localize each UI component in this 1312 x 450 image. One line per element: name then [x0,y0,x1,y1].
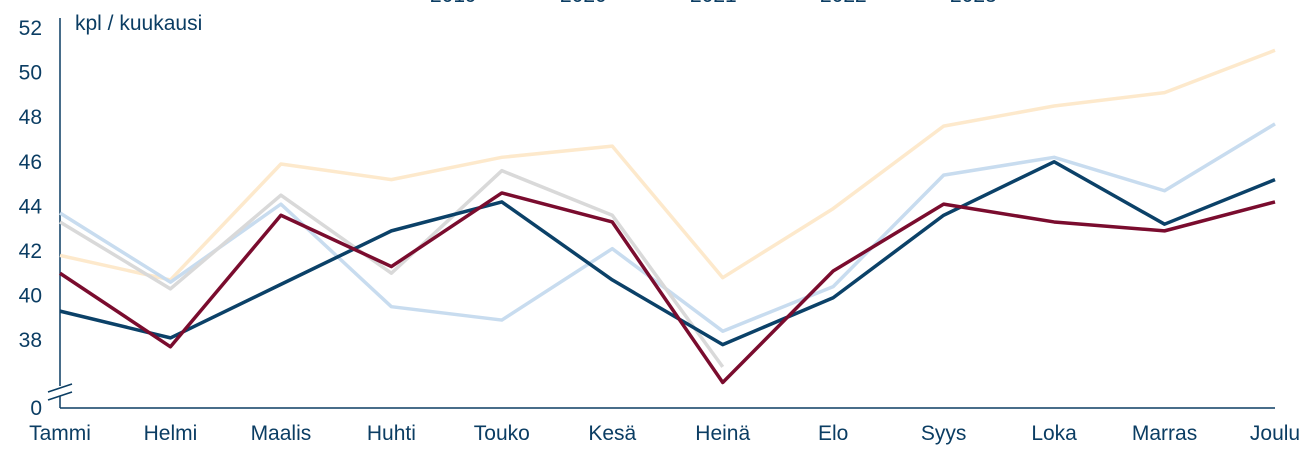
x-tick-label: Joulu [1250,422,1300,445]
series-line [59,168,725,368]
y-tick-label: 52 [19,17,42,40]
axis-break [47,383,73,393]
x-tick-label: Maalis [251,422,312,445]
x-tick-label: Syys [921,422,967,445]
y-axis-label: kpl / kuukausi [75,12,202,35]
legend-label: 2023 [950,0,997,7]
y-tick-label: 46 [19,151,42,174]
x-tick-label: Helmi [144,422,198,445]
axis-break-gap [54,386,66,396]
y-tick-label: 40 [19,285,42,308]
legend-label: 2019 [430,0,477,7]
y-tick-label: 38 [19,329,42,352]
y-tick-label: 50 [19,62,42,85]
series-line [59,191,1276,385]
x-tick-label: Tammi [29,422,91,445]
series-line [59,160,1276,347]
y-tick-label: 44 [19,195,43,218]
axis-break [47,391,73,401]
x-tick-label: Marras [1132,422,1197,445]
x-tick-label: Loka [1031,422,1077,445]
legend-label: 2020 [560,0,607,7]
y-tick-label: 48 [19,106,42,129]
x-tick-label: Touko [474,422,530,445]
x-tick-label: Heinä [695,422,750,445]
y-tick-label: 0 [30,397,42,420]
legend-label: 2021 [690,0,737,7]
legend-label: 2022 [820,0,867,7]
x-tick-label: Huhti [367,422,416,445]
x-tick-label: Elo [818,422,848,445]
y-tick-label: 42 [19,240,42,263]
x-tick-label: Kesä [588,422,636,445]
series-line [59,48,1276,282]
